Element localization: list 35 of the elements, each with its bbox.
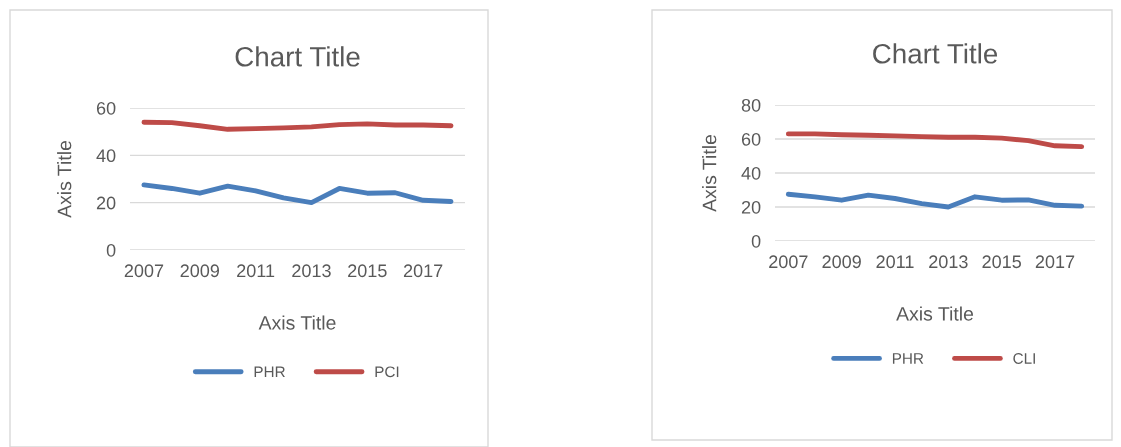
line-series — [141, 182, 454, 206]
y-axis-title: Axis Title — [702, 134, 717, 212]
legend-label: CLI — [1013, 353, 1035, 364]
y-tick-label: 40 — [741, 166, 761, 180]
x-tick-label: 2007 — [124, 264, 164, 278]
y-tick-label: 0 — [751, 234, 761, 248]
y-tick-label: 20 — [741, 200, 761, 214]
chart-title: Chart Title — [873, 43, 998, 64]
y-axis-title: Axis Title — [57, 140, 72, 218]
y-tick-label: 60 — [96, 101, 116, 115]
x-tick-label: 2017 — [1035, 255, 1075, 269]
chart-title: Chart Title — [235, 46, 360, 67]
y-tick-label: 80 — [741, 98, 761, 112]
line-series — [785, 191, 1085, 210]
y-tick-label: 20 — [96, 196, 116, 210]
x-tick-label: 2009 — [822, 255, 861, 269]
legend-label: PCI — [375, 366, 399, 378]
x-tick-label: 2011 — [876, 255, 914, 269]
x-tick-label: 2011 — [237, 264, 275, 278]
legend-label: PHR — [892, 353, 924, 364]
y-tick-label: 60 — [741, 132, 761, 146]
x-tick-label: 2017 — [403, 264, 443, 278]
x-axis-title: Axis Title — [896, 306, 974, 321]
x-tick-label: 2009 — [180, 264, 220, 278]
legend-label: PHR — [254, 366, 285, 378]
x-tick-label: 2013 — [292, 264, 331, 278]
x-tick-label: 2015 — [982, 255, 1021, 269]
line-series — [141, 119, 454, 132]
x-tick-label: 2007 — [769, 255, 808, 269]
x-tick-label: 2013 — [929, 255, 968, 269]
x-tick-label: 2015 — [348, 264, 387, 278]
x-axis-title: Axis Title — [258, 315, 336, 330]
y-tick-label: 40 — [96, 149, 116, 163]
y-tick-label: 0 — [106, 243, 116, 257]
line-series — [785, 131, 1085, 150]
